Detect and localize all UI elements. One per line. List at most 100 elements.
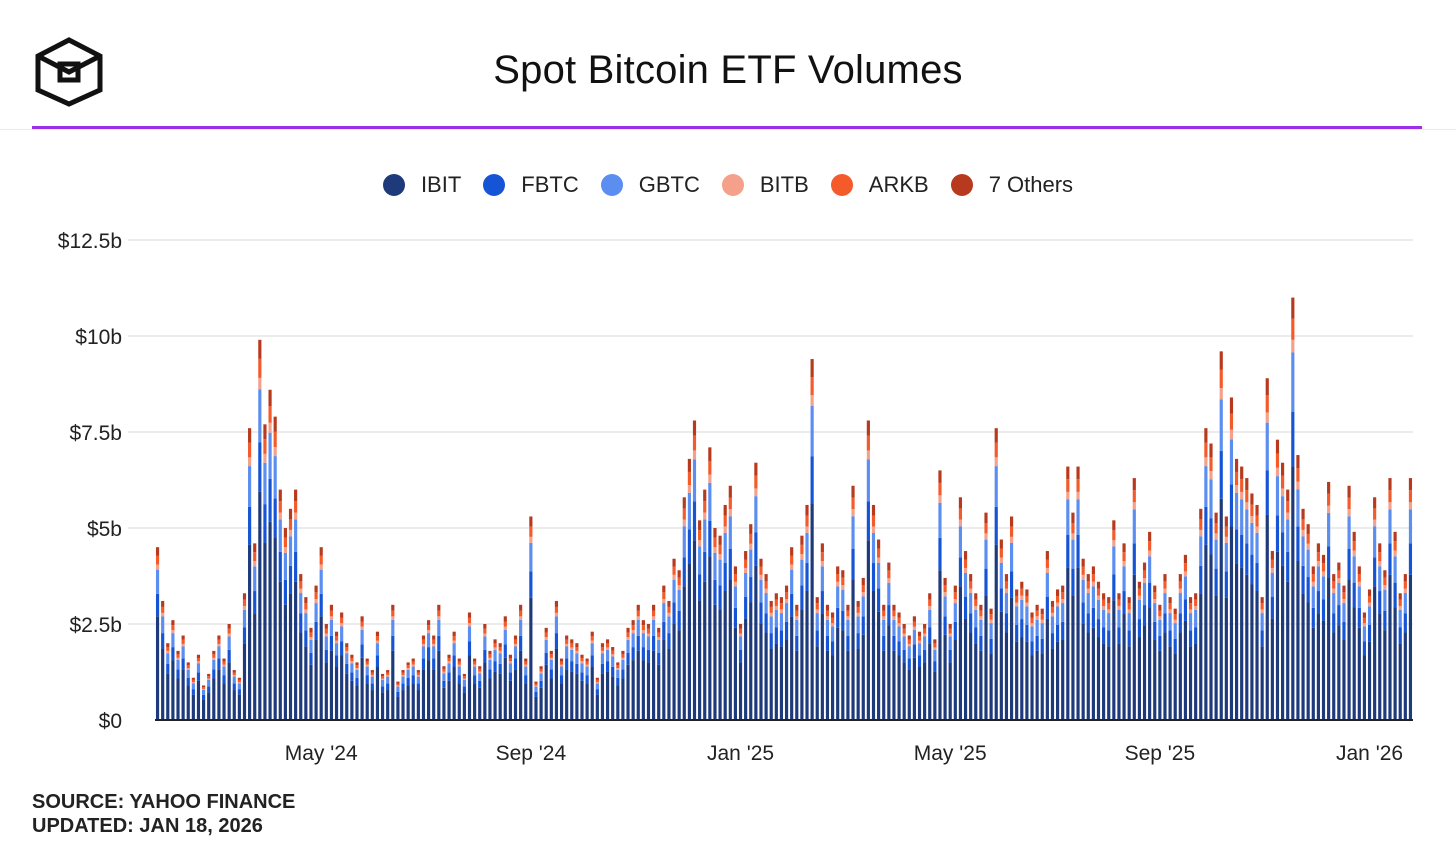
- bar-segment-fbtc: [657, 652, 661, 665]
- bar-segment-bitb: [994, 457, 998, 467]
- bar: [1117, 593, 1121, 720]
- bar-segment-arkb: [713, 537, 717, 548]
- bar: [380, 673, 385, 720]
- bar-segment-bitb: [999, 557, 1003, 563]
- bar: [892, 604, 896, 720]
- bar-segment-ibit: [401, 690, 405, 720]
- bar-segment-fbtc: [432, 658, 436, 670]
- bar: [984, 512, 988, 720]
- bar-segment-gbtc: [641, 633, 645, 648]
- bar-segment-fbtc: [738, 649, 743, 663]
- bar: [1050, 600, 1055, 720]
- bar-segment-7-others: [421, 635, 426, 640]
- bar-segment-arkb: [304, 603, 308, 610]
- bar-segment-gbtc: [263, 462, 267, 505]
- bar-segment-arkb: [1219, 369, 1223, 389]
- bar-segment-arkb: [529, 526, 533, 537]
- bar: [416, 670, 420, 720]
- bar: [462, 673, 466, 720]
- bar-segment-fbtc: [268, 478, 272, 522]
- bar-segment-fbtc: [360, 644, 364, 658]
- bar-segment-arkb: [723, 515, 727, 527]
- bar-segment-fbtc: [1025, 624, 1029, 642]
- bar-segment-ibit: [677, 630, 681, 720]
- bar-segment-fbtc: [519, 635, 523, 651]
- bar-segment-gbtc: [974, 609, 978, 628]
- bar: [437, 604, 441, 720]
- bar-segment-7-others: [1061, 585, 1065, 593]
- bar-segment-7-others: [427, 620, 431, 626]
- bar-segment-fbtc: [565, 658, 569, 670]
- bar-segment-bitb: [871, 526, 876, 533]
- bar-segment-ibit: [513, 669, 518, 720]
- legend-item-7-others[interactable]: 7 Others: [950, 172, 1073, 198]
- bar-segment-ibit: [304, 646, 308, 720]
- bar-segment-ibit: [1066, 567, 1070, 720]
- bar-segment-7-others: [1362, 612, 1366, 618]
- bar-segment-gbtc: [340, 626, 344, 642]
- bar-segment-ibit: [856, 648, 860, 720]
- bar-segment-fbtc: [1056, 624, 1060, 642]
- bar-segment-7-others: [1327, 481, 1331, 494]
- bar-segment-ibit: [769, 648, 773, 720]
- bar-segment-arkb: [652, 610, 656, 617]
- y-tick-label: $0: [99, 710, 122, 733]
- bar-segment-arkb: [375, 636, 380, 641]
- bar-segment-arkb: [478, 668, 482, 672]
- bar-segment-arkb: [611, 650, 615, 655]
- bar-segment-arkb: [519, 610, 523, 617]
- legend-item-arkb[interactable]: ARKB: [830, 172, 929, 198]
- bar-segment-gbtc: [1107, 613, 1111, 631]
- legend-item-ibit[interactable]: IBIT: [382, 172, 461, 198]
- y-tick-label: $2.5b: [69, 614, 122, 637]
- bar-segment-ibit: [268, 521, 272, 720]
- bar-segment-bitb: [1107, 609, 1111, 614]
- bar: [933, 639, 937, 720]
- bar: [467, 612, 472, 720]
- bar-segment-bitb: [248, 457, 252, 467]
- bar-segment-7-others: [1393, 531, 1397, 542]
- bar-segment-gbtc: [253, 566, 257, 592]
- bar-segment-7-others: [580, 654, 584, 658]
- bar-segment-fbtc: [273, 498, 277, 538]
- bar-segment-arkb: [825, 610, 830, 617]
- legend-item-gbtc[interactable]: GBTC: [600, 172, 700, 198]
- bar: [1132, 478, 1136, 720]
- bar-segment-gbtc: [672, 579, 676, 603]
- bar-segment-ibit: [1091, 627, 1095, 720]
- bar-segment-ibit: [1188, 646, 1193, 720]
- bar-segment-ibit: [1183, 620, 1188, 720]
- legend-item-bitb[interactable]: BITB: [721, 172, 809, 198]
- bar-segment-ibit: [1076, 567, 1080, 720]
- bar-segment-7-others: [534, 681, 538, 684]
- bar-segment-gbtc: [350, 663, 354, 673]
- bar-segment-arkb: [1168, 603, 1172, 610]
- bar-segment-arkb: [917, 636, 922, 641]
- bar-segment-bitb: [294, 512, 298, 520]
- bar-segment-gbtc: [795, 619, 799, 636]
- bar: [1362, 612, 1366, 720]
- bar-segment-arkb: [1342, 592, 1346, 600]
- bar-segment-fbtc: [1306, 577, 1310, 603]
- bar-segment-gbtc: [1362, 626, 1366, 642]
- bar-segment-fbtc: [207, 686, 211, 693]
- bar-segment-ibit: [759, 623, 763, 720]
- bar-segment-gbtc: [1224, 542, 1228, 572]
- bar-segment-bitb: [1081, 574, 1085, 580]
- bar-segment-gbtc: [1347, 516, 1351, 549]
- bar-segment-bitb: [1183, 571, 1188, 577]
- bar-segment-fbtc: [861, 616, 865, 635]
- bar-segment-bitb: [866, 450, 870, 460]
- bar-segment-ibit: [590, 667, 594, 720]
- bar-segment-7-others: [611, 647, 615, 651]
- bar-segment-7-others: [473, 658, 477, 662]
- bar-segment-arkb: [1025, 595, 1029, 603]
- bar: [1388, 478, 1392, 720]
- legend-item-fbtc[interactable]: FBTC: [483, 172, 579, 198]
- bar-segment-fbtc: [943, 616, 947, 635]
- bar-segment-fbtc: [790, 593, 794, 617]
- bar-segment-bitb: [1086, 588, 1090, 594]
- bar-segment-7-others: [846, 604, 850, 611]
- bar-segment-fbtc: [667, 633, 671, 649]
- bar-segment-ibit: [866, 540, 870, 720]
